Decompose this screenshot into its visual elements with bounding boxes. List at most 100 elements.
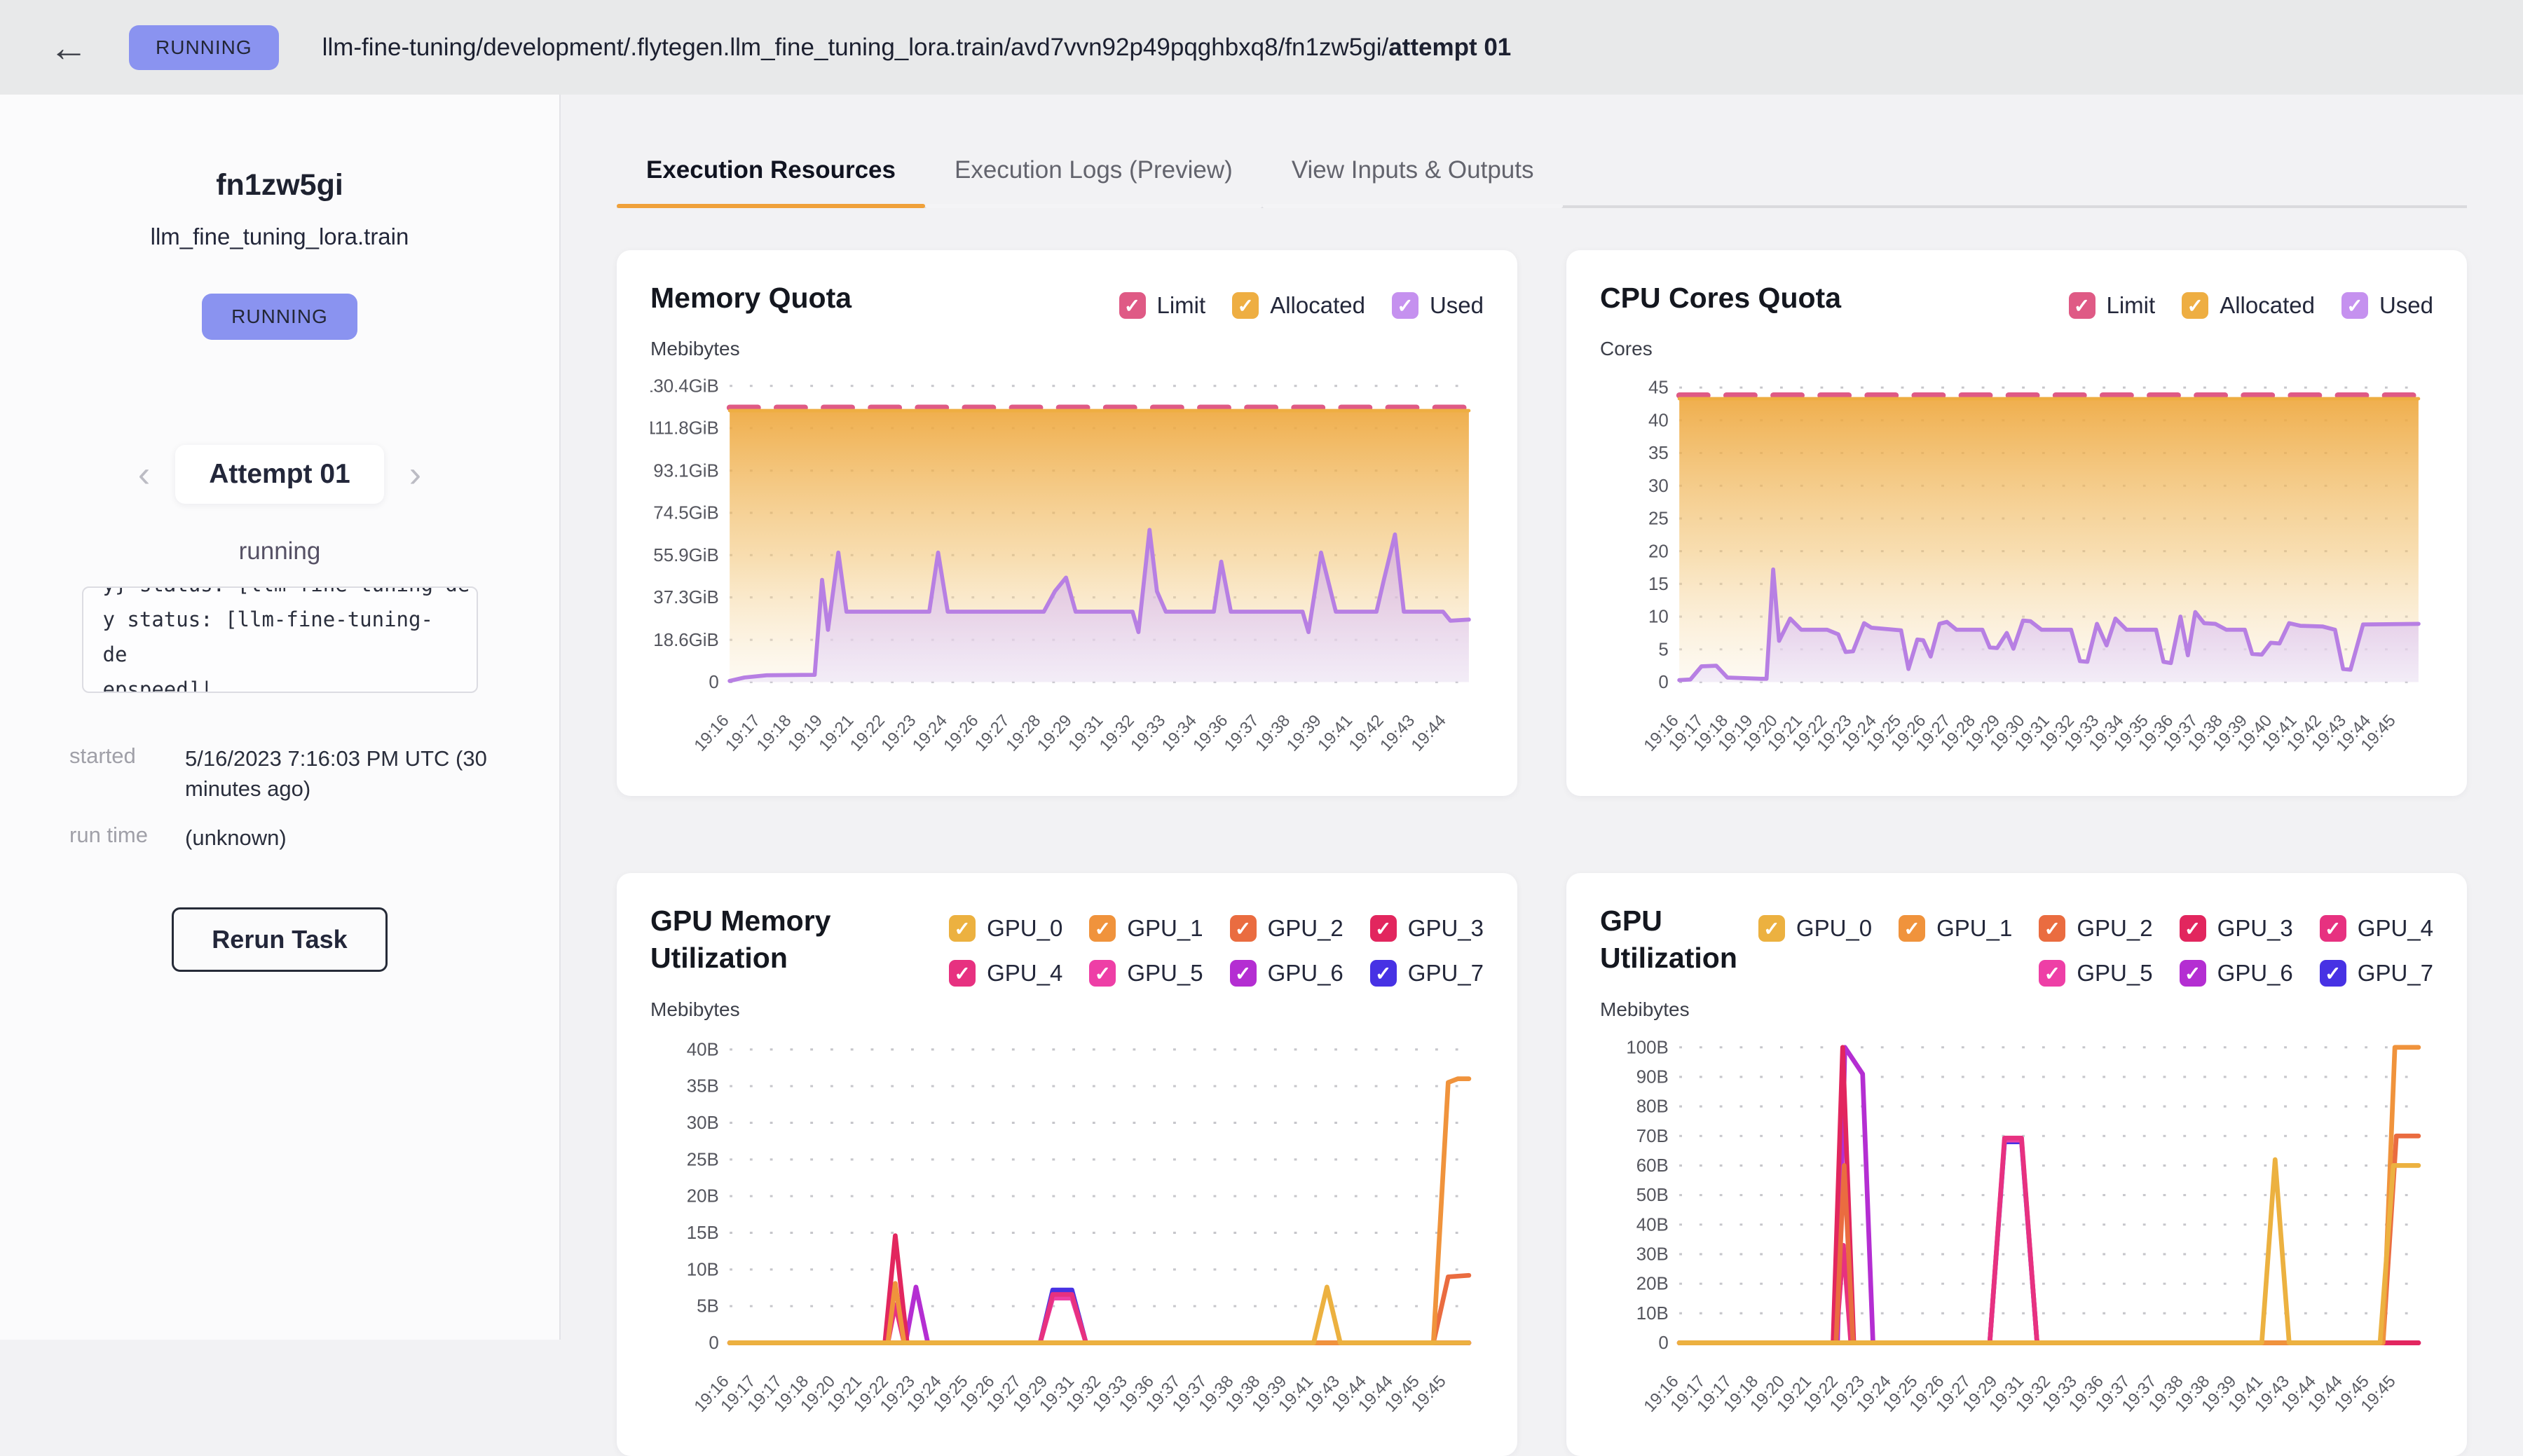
svg-text:130.4GiB: 130.4GiB: [650, 377, 719, 397]
checkbox-checked-icon[interactable]: ✓: [2068, 292, 2095, 319]
legend-item-gpu_6[interactable]: ✓ GPU_6: [1229, 960, 1343, 987]
legend-item-gpu_3[interactable]: ✓ GPU_3: [1369, 915, 1484, 942]
svg-text:111.8GiB: 111.8GiB: [650, 419, 719, 439]
chart-unit: Mebibytes: [650, 998, 740, 1020]
svg-text:30B: 30B: [1636, 1244, 1669, 1264]
legend-item-gpu_2[interactable]: ✓ GPU_2: [2039, 915, 2153, 942]
legend-item-limit[interactable]: ✓ Limit: [2068, 292, 2156, 319]
svg-text:10B: 10B: [687, 1260, 719, 1279]
checkbox-checked-icon[interactable]: ✓: [2319, 960, 2346, 987]
legend-item-gpu_0[interactable]: ✓ GPU_0: [1758, 915, 1872, 942]
chart-legend: ✓ Limit ✓ Allocated ✓ Used: [1119, 280, 1484, 319]
chart-unit: Cores: [1600, 338, 1653, 360]
breadcrumb-current: attempt 01: [1388, 33, 1512, 61]
checkbox-checked-icon[interactable]: ✓: [1229, 960, 1257, 987]
checkbox-checked-icon[interactable]: ✓: [1232, 292, 1259, 319]
legend-item-used[interactable]: ✓ Used: [2341, 292, 2433, 319]
svg-text:19:18: 19:18: [753, 711, 795, 755]
legend-item-gpu_7[interactable]: ✓ GPU_7: [1369, 960, 1484, 987]
svg-text:18.6GiB: 18.6GiB: [653, 631, 719, 650]
svg-text:0: 0: [709, 1333, 718, 1353]
runtime-label: run time: [69, 822, 148, 847]
legend-item-allocated[interactable]: ✓ Allocated: [1232, 292, 1365, 319]
svg-text:19:42: 19:42: [1346, 711, 1388, 755]
checkbox-checked-icon[interactable]: ✓: [1758, 915, 1785, 942]
checkbox-checked-icon[interactable]: ✓: [2179, 915, 2206, 942]
chart-unit: Mebibytes: [1600, 998, 1690, 1020]
started-value: 5/16/2023 7:16:03 PM UTC (30 minutes ago…: [185, 746, 487, 802]
legend-item-gpu_5[interactable]: ✓ GPU_5: [1089, 960, 1203, 987]
legend-item-gpu_0[interactable]: ✓ GPU_0: [949, 915, 1062, 942]
checkbox-checked-icon[interactable]: ✓: [949, 960, 976, 987]
legend-label: Used: [1429, 292, 1484, 318]
svg-text:5B: 5B: [697, 1296, 719, 1316]
next-attempt-chevron-icon[interactable]: ›: [409, 454, 422, 495]
svg-text:10B: 10B: [1636, 1304, 1669, 1324]
legend-item-gpu_2[interactable]: ✓ GPU_2: [1229, 915, 1343, 942]
svg-text:70B: 70B: [1636, 1126, 1669, 1146]
svg-text:19:38: 19:38: [1252, 711, 1294, 755]
sidebar-status-badge: RUNNING: [202, 294, 357, 340]
legend-item-gpu_1[interactable]: ✓ GPU_1: [1089, 915, 1203, 942]
main-content: Execution Resources Execution Logs (Prev…: [561, 95, 2523, 1456]
legend-label: GPU_2: [1267, 915, 1343, 941]
svg-text:25B: 25B: [687, 1150, 719, 1169]
legend-item-gpu_4[interactable]: ✓ GPU_4: [949, 960, 1062, 987]
cpu-cores-quota-card: CPU Cores Quota Cores ✓ Limit ✓ Allocated ✓ U…: [1566, 250, 2467, 796]
legend-item-used[interactable]: ✓ Used: [1391, 292, 1484, 319]
checkbox-checked-icon[interactable]: ✓: [2319, 915, 2346, 942]
checkbox-checked-icon[interactable]: ✓: [2039, 915, 2066, 942]
legend-label: Limit: [2106, 292, 2156, 318]
attempt-label[interactable]: Attempt 01: [175, 445, 384, 504]
rerun-task-button[interactable]: Rerun Task: [172, 907, 388, 973]
svg-text:40B: 40B: [687, 1040, 719, 1059]
checkbox-checked-icon[interactable]: ✓: [949, 915, 976, 942]
checkbox-checked-icon[interactable]: ✓: [2179, 960, 2206, 987]
checkbox-checked-icon[interactable]: ✓: [1899, 915, 1926, 942]
svg-text:19:33: 19:33: [1127, 711, 1169, 755]
legend-item-gpu_7[interactable]: ✓ GPU_7: [2319, 960, 2433, 987]
tab-bar: Execution Resources Execution Logs (Prev…: [617, 138, 2467, 208]
svg-text:19:36: 19:36: [1189, 711, 1231, 755]
legend-label: GPU_6: [2217, 960, 2293, 986]
checkbox-checked-icon[interactable]: ✓: [1089, 960, 1116, 987]
tab-view-inputs-outputs[interactable]: View Inputs & Outputs: [1262, 138, 1564, 208]
tab-execution-resources[interactable]: Execution Resources: [617, 138, 925, 208]
svg-text:37.3GiB: 37.3GiB: [653, 588, 719, 607]
checkbox-checked-icon[interactable]: ✓: [1369, 960, 1397, 987]
checkbox-checked-icon[interactable]: ✓: [2341, 292, 2368, 319]
chart-unit: Mebibytes: [650, 338, 740, 360]
tab-execution-logs[interactable]: Execution Logs (Preview): [924, 138, 1262, 208]
svg-text:20B: 20B: [1636, 1274, 1669, 1293]
svg-text:35: 35: [1648, 444, 1669, 463]
legend-item-gpu_6[interactable]: ✓ GPU_6: [2179, 960, 2293, 987]
legend-label: Limit: [1156, 292, 1206, 318]
back-arrow-icon[interactable]: ←: [49, 25, 88, 69]
legend-item-gpu_4[interactable]: ✓ GPU_4: [2319, 915, 2433, 942]
prev-attempt-chevron-icon[interactable]: ‹: [137, 454, 151, 495]
checkbox-checked-icon[interactable]: ✓: [1089, 915, 1116, 942]
legend-item-limit[interactable]: ✓ Limit: [1119, 292, 1206, 319]
svg-text:5: 5: [1658, 640, 1668, 660]
legend-item-gpu_3[interactable]: ✓ GPU_3: [2179, 915, 2293, 942]
svg-text:30B: 30B: [687, 1113, 719, 1133]
svg-text:0: 0: [709, 673, 718, 692]
checkbox-checked-icon[interactable]: ✓: [2182, 292, 2209, 319]
legend-item-allocated[interactable]: ✓ Allocated: [2182, 292, 2315, 319]
legend-label: GPU_5: [2077, 960, 2153, 986]
checkbox-checked-icon[interactable]: ✓: [1369, 915, 1397, 942]
meta-info: started 5/16/2023 7:16:03 PM UTC (30 min…: [69, 743, 490, 871]
checkbox-checked-icon[interactable]: ✓: [1119, 292, 1146, 319]
checkbox-checked-icon[interactable]: ✓: [1229, 915, 1257, 942]
chart-title: Memory Quota: [650, 282, 852, 314]
svg-text:19:34: 19:34: [1158, 711, 1201, 755]
svg-text:0: 0: [1658, 1333, 1668, 1353]
started-row: started 5/16/2023 7:16:03 PM UTC (30 min…: [69, 743, 490, 804]
runtime-value: (unknown): [185, 825, 287, 850]
legend-item-gpu_1[interactable]: ✓ GPU_1: [1899, 915, 2012, 942]
started-label: started: [69, 743, 136, 768]
checkbox-checked-icon[interactable]: ✓: [1391, 292, 1418, 319]
svg-text:19:29: 19:29: [1034, 711, 1076, 755]
legend-item-gpu_5[interactable]: ✓ GPU_5: [2039, 960, 2153, 987]
checkbox-checked-icon[interactable]: ✓: [2039, 960, 2066, 987]
